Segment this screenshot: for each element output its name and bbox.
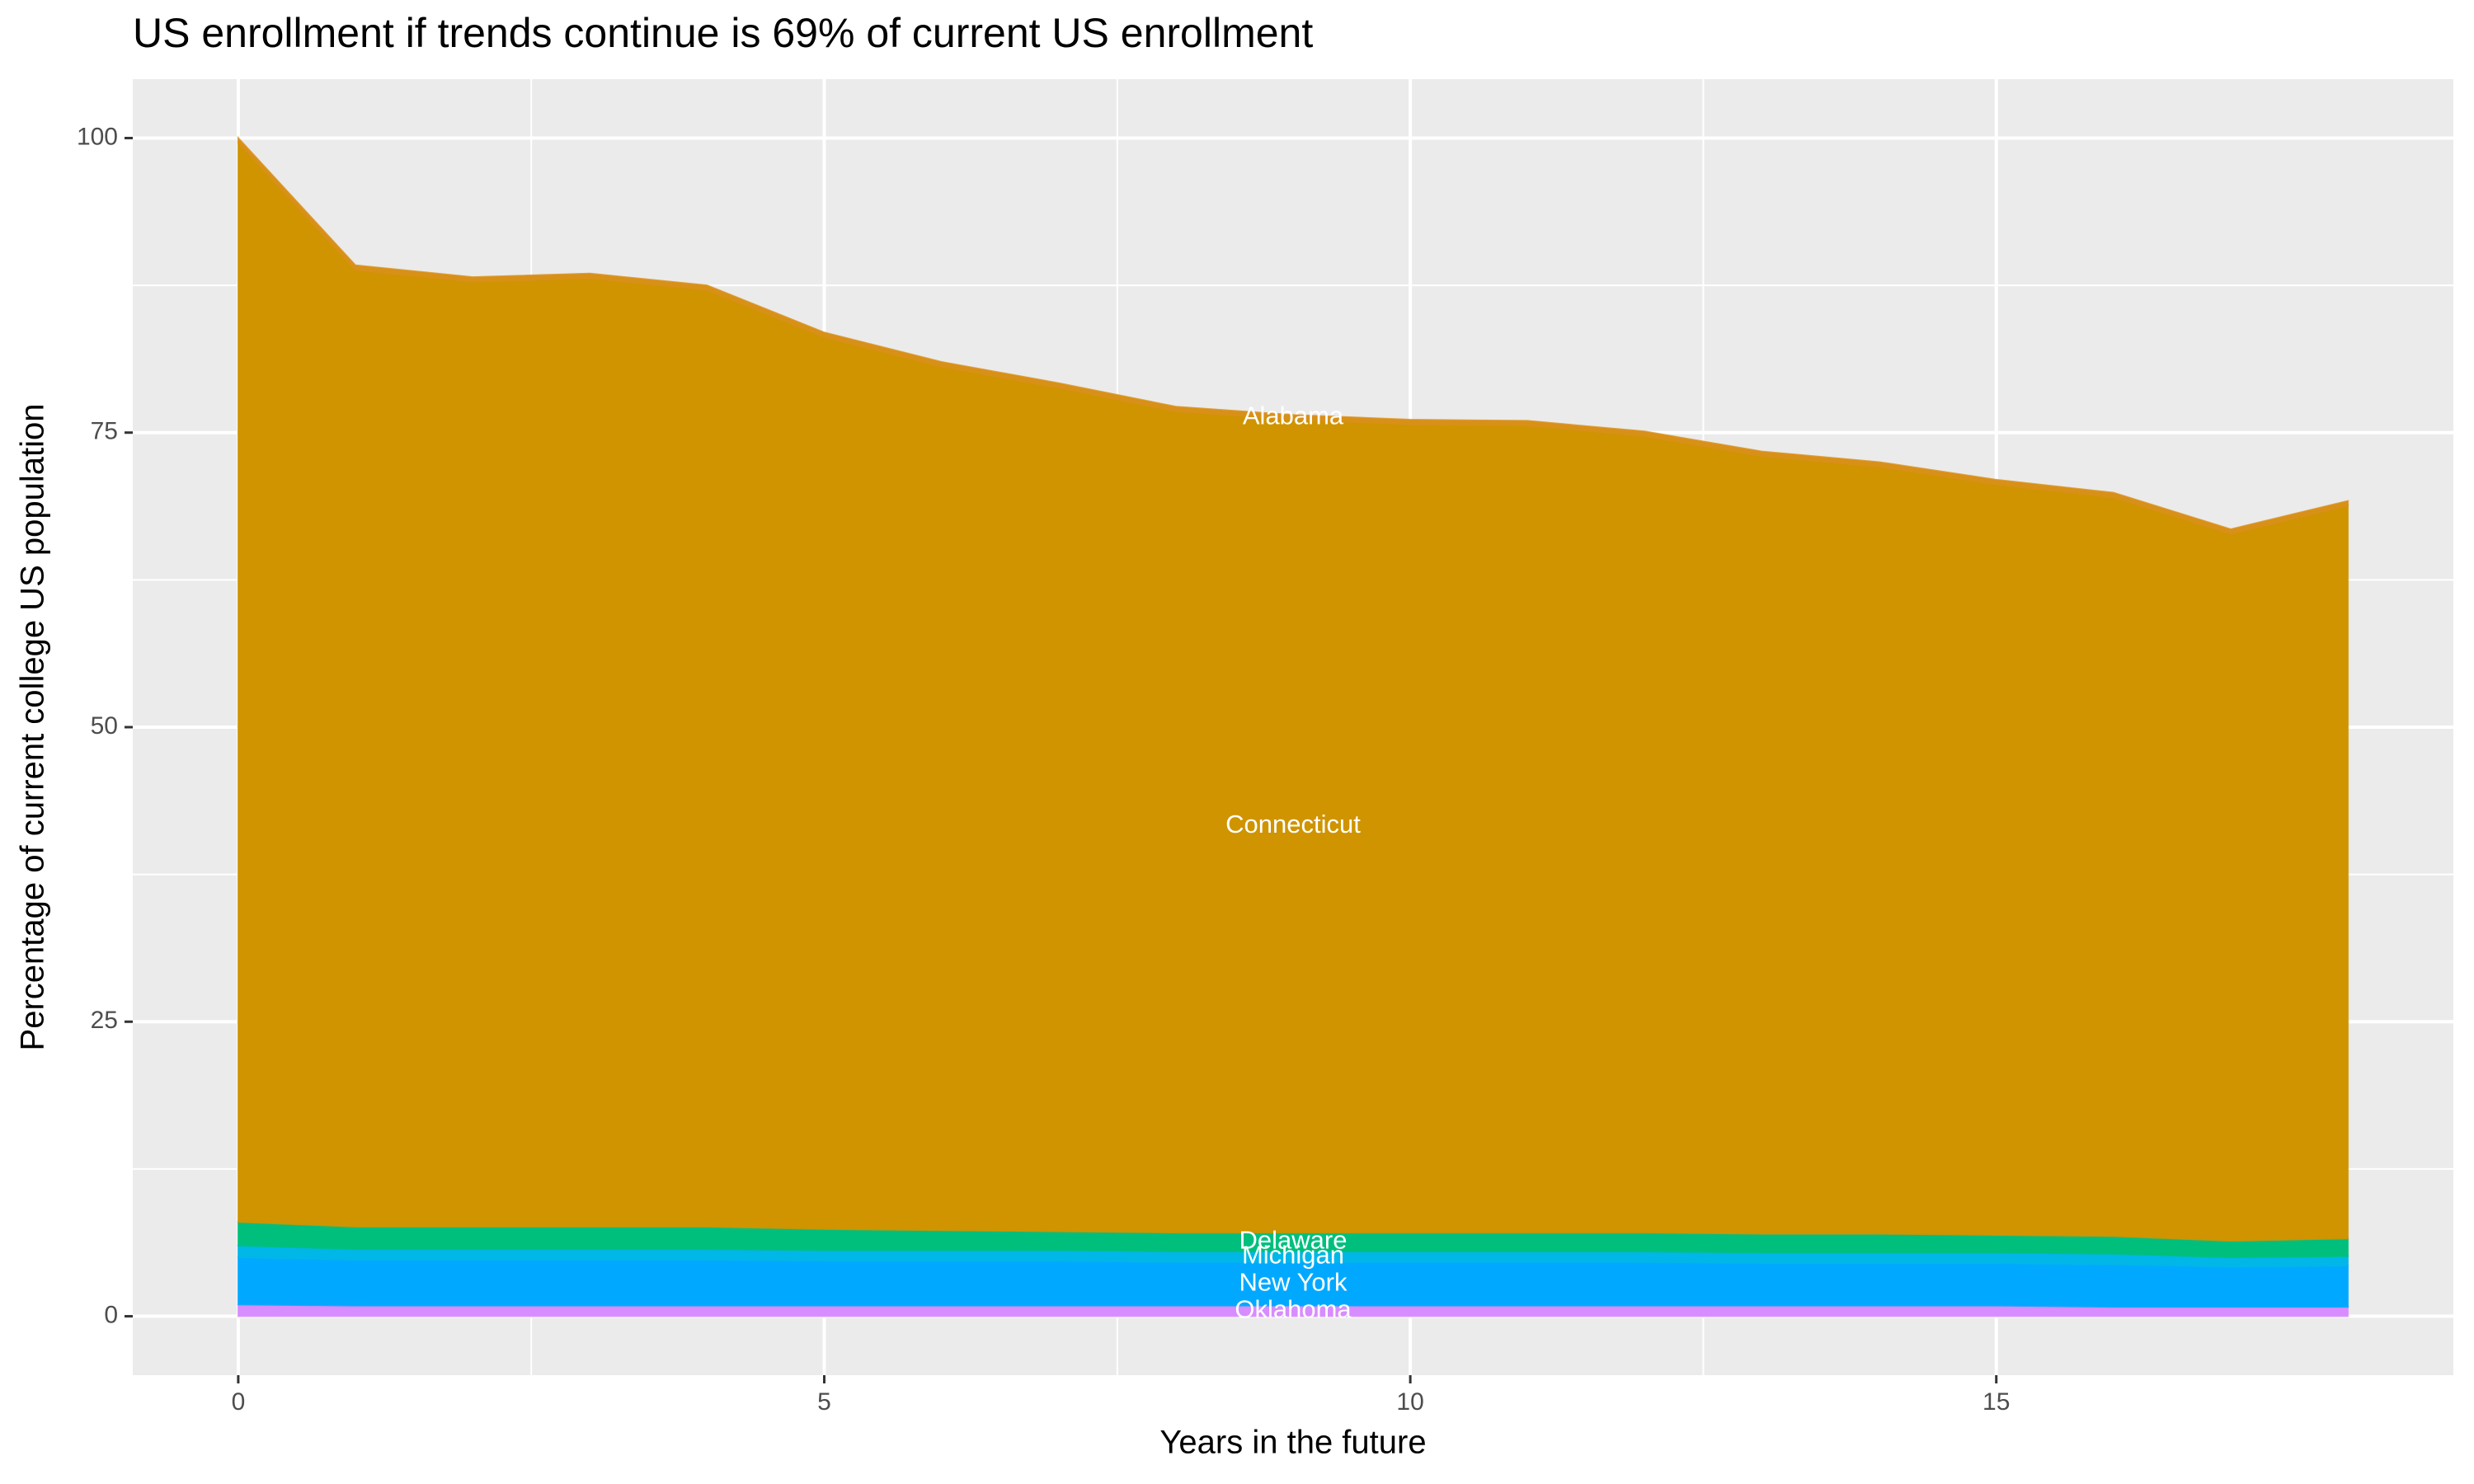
y-axis-title: Percentage of current college US populat… (15, 404, 51, 1051)
series-label: Connecticut (1225, 810, 1361, 838)
area (237, 135, 2349, 535)
y-tick-label: 50 (91, 712, 118, 740)
x-axis-title: Years in the future (1159, 1425, 1426, 1461)
y-tick-label: 0 (104, 1301, 118, 1328)
series-label: Delaware (1239, 1226, 1348, 1255)
series-label: Oklahoma (1235, 1294, 1352, 1323)
series-label: Alabama (1243, 401, 1344, 430)
x-tick-label: 5 (817, 1388, 831, 1416)
series-label: Michigan (1242, 1241, 1344, 1270)
chart-title: US enrollment if trends continue is 69% … (133, 10, 1313, 56)
y-tick-label: 75 (91, 418, 118, 445)
series-label: New York (1239, 1267, 1348, 1296)
y-tick-label: 100 (77, 123, 118, 150)
x-tick-label: 0 (232, 1388, 246, 1416)
x-tick-label: 15 (1982, 1388, 2010, 1416)
x-tick-label: 10 (1396, 1388, 1423, 1416)
y-tick-label: 25 (91, 1007, 118, 1034)
